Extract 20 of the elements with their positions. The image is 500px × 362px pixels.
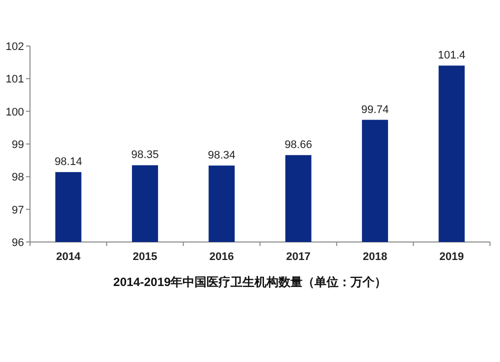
y-tick-label: 102: [6, 41, 24, 53]
data-label: 98.66: [284, 139, 312, 152]
x-tick-label: 2015: [132, 251, 158, 263]
x-tick-label: 2017: [286, 251, 311, 263]
data-label: 98.14: [54, 156, 82, 168]
data-label: 98.35: [131, 149, 159, 162]
data-label: 99.74: [361, 104, 389, 116]
text: 2014-2019年中国医疗卫生机构数量（单位：万个）: [113, 275, 387, 289]
data-label: 98.34: [208, 150, 236, 162]
x-tick-label: 2016: [209, 251, 234, 263]
x-tick-label: 2018: [362, 251, 388, 263]
y-tick-label: 100: [6, 106, 24, 118]
y-tick-label: 101: [6, 74, 24, 86]
y-tick-label: 96: [12, 237, 24, 249]
data-label: 101.4: [438, 50, 466, 62]
x-tick-label: 2014: [56, 251, 82, 263]
y-tick-label: 98: [12, 172, 24, 184]
y-tick-label: 99: [12, 139, 24, 151]
x-tick-label: 2019: [439, 251, 464, 263]
y-tick-label: 97: [12, 204, 24, 216]
